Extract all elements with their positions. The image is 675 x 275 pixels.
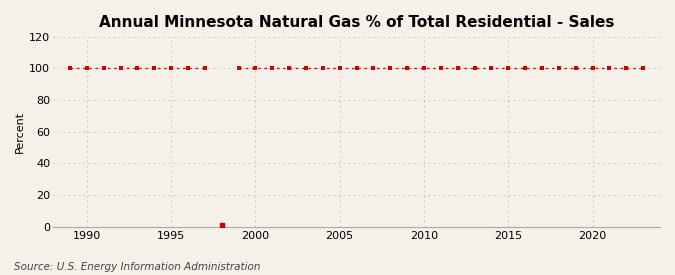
Text: Source: U.S. Energy Information Administration: Source: U.S. Energy Information Administ… [14,262,260,272]
Y-axis label: Percent: Percent [15,111,25,153]
Title: Annual Minnesota Natural Gas % of Total Residential - Sales: Annual Minnesota Natural Gas % of Total … [99,15,614,30]
